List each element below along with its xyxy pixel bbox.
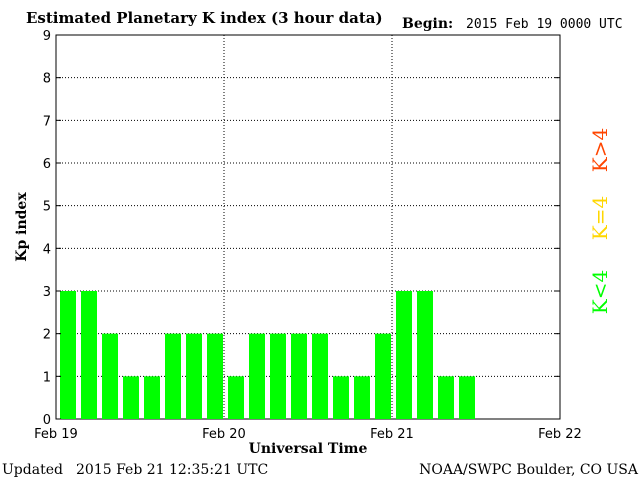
kp-bar — [60, 291, 76, 419]
kp-bar — [81, 291, 97, 419]
legend-k-greater-4: K>4 — [588, 128, 612, 172]
kp-bar — [207, 333, 223, 419]
kp-bar — [375, 333, 391, 419]
x-axis-label: Universal Time — [249, 441, 368, 457]
legend-k-less-4: K<4 — [588, 270, 612, 314]
y-tick-label: 8 — [43, 72, 51, 87]
y-tick-label: 0 — [43, 413, 51, 428]
kp-bar — [333, 376, 349, 419]
chart-title: Estimated Planetary K index (3 hour data… — [26, 9, 383, 27]
y-axis-label: Kp index — [14, 192, 30, 262]
kp-bar — [186, 333, 202, 419]
y-tick-label: 1 — [43, 370, 51, 385]
kp-bar — [312, 333, 328, 419]
kp-bar — [165, 333, 181, 419]
begin-label: Begin: — [402, 16, 453, 32]
updated-label: Updated — [2, 462, 63, 478]
y-tick-label: 3 — [43, 285, 51, 300]
kp-bar — [291, 333, 307, 419]
kp-bar — [270, 333, 286, 419]
grid-lines — [56, 35, 560, 419]
y-tick-label: 6 — [43, 157, 51, 172]
updated-value: 2015 Feb 21 12:35:21 UTC — [76, 462, 268, 478]
y-tick-label: 5 — [43, 200, 51, 215]
kp-bar — [249, 333, 265, 419]
x-tick-label: Feb 19 — [34, 427, 78, 442]
kp-bar — [102, 333, 118, 419]
kp-bar — [396, 291, 412, 419]
begin-value: 2015 Feb 19 0000 UTC — [466, 17, 623, 32]
y-tick-label: 7 — [43, 114, 51, 129]
legend-k-equal-4: K=4 — [588, 196, 612, 240]
source-credit: NOAA/SWPC Boulder, CO USA — [419, 462, 639, 478]
kp-bar — [438, 376, 454, 419]
x-tick-label: Feb 22 — [538, 427, 582, 442]
y-tick-label: 4 — [43, 242, 51, 257]
y-tick-label: 9 — [43, 29, 51, 44]
x-tick-label: Feb 20 — [202, 427, 246, 442]
y-axis-ticks: 0 1 2 3 4 5 6 7 8 9 — [43, 29, 560, 428]
bar-series — [60, 291, 475, 419]
kp-bar — [417, 291, 433, 419]
plot-area — [55, 34, 561, 420]
x-axis-ticks: Feb 19 Feb 20 Feb 21 Feb 22 — [34, 427, 582, 442]
kp-bar — [354, 376, 370, 419]
kp-bar — [144, 376, 160, 419]
y-tick-label: 2 — [43, 328, 51, 343]
kp-bar — [123, 376, 139, 419]
kp-bar — [228, 376, 244, 419]
kp-bar — [459, 376, 475, 419]
x-tick-label: Feb 21 — [370, 427, 414, 442]
